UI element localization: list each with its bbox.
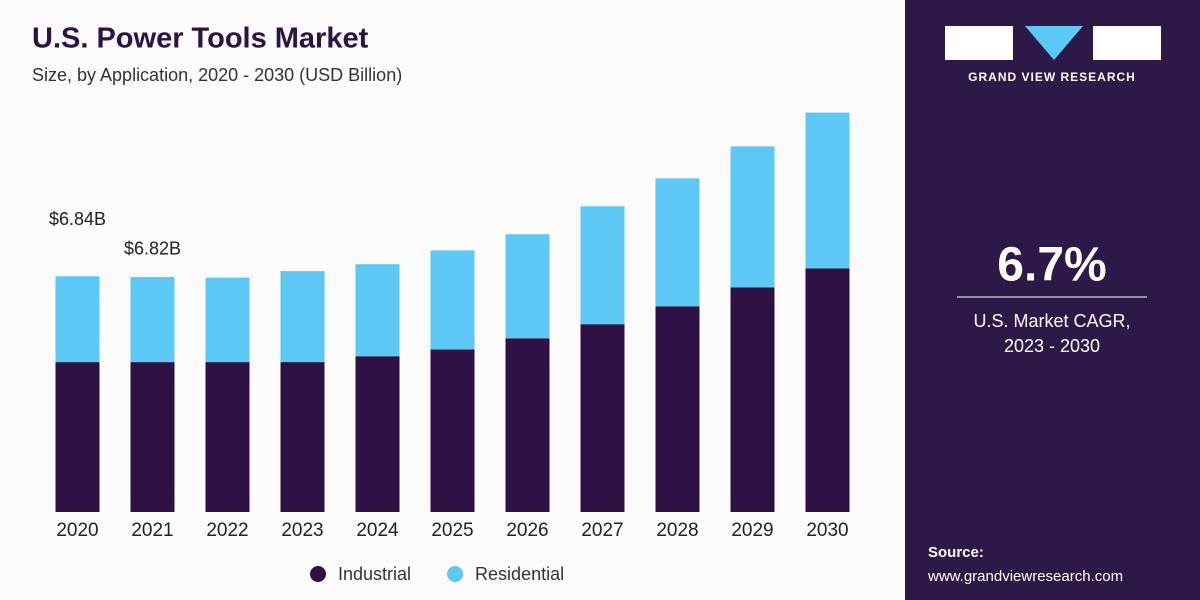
legend-marker [310, 566, 326, 582]
x-tick-label: 2022 [206, 520, 248, 541]
bar-segment [430, 349, 475, 512]
logo [945, 26, 1161, 60]
brand-name: GRAND VIEW RESEARCH [968, 70, 1136, 84]
cagr-value: 6.7% [997, 239, 1106, 292]
bar-segment [205, 362, 250, 512]
bar-segment [805, 112, 850, 269]
bar-segment [580, 206, 625, 325]
x-tick-label: 2029 [731, 520, 773, 541]
bar-segment [505, 234, 550, 339]
legend-label: Residential [475, 564, 564, 584]
value-label: $6.82B [124, 239, 181, 259]
bar-segment [655, 306, 700, 512]
bar-segment [55, 362, 100, 512]
bar-segment [805, 268, 850, 512]
bar-segment [655, 178, 700, 307]
x-tick-label: 2028 [656, 520, 698, 541]
bar-segment [130, 362, 175, 512]
bar-segment [505, 338, 550, 512]
bar-segment [730, 287, 775, 512]
bar-segment [355, 356, 400, 512]
x-tick-label: 2025 [431, 520, 473, 541]
bar-segment [355, 264, 400, 357]
logo-block [1093, 26, 1161, 60]
logo-triangle [1025, 26, 1083, 60]
x-tick-label: 2024 [356, 520, 399, 541]
bar-segment [430, 250, 475, 350]
x-tick-label: 2027 [581, 520, 623, 541]
cagr-label: 2023 - 2030 [1004, 336, 1100, 356]
value-label: $6.84B [49, 209, 106, 229]
legend-label: Industrial [338, 564, 411, 584]
bar-segment [280, 271, 325, 363]
x-tick-label: 2020 [56, 520, 98, 541]
bar-segment [55, 276, 100, 363]
bar-segment [130, 276, 175, 363]
source-label: Source: [928, 544, 984, 561]
legend-marker [447, 566, 464, 582]
x-tick-label: 2030 [806, 520, 848, 541]
side-panel [905, 0, 1200, 600]
bar-segment [205, 277, 250, 363]
x-tick-label: 2026 [506, 520, 548, 541]
logo-block [945, 26, 1013, 60]
bar-segment [580, 324, 625, 512]
x-tick-label: 2023 [281, 520, 323, 541]
chart-title: U.S. Power Tools Market [32, 23, 369, 55]
chart-subtitle: Size, by Application, 2020 - 2030 (USD B… [32, 65, 402, 85]
cagr-label: U.S. Market CAGR, [973, 311, 1130, 331]
source-url: www.grandviewresearch.com [927, 568, 1123, 585]
bar-segment [280, 362, 325, 512]
x-tick-label: 2021 [131, 520, 173, 541]
bar-segment [730, 146, 775, 288]
